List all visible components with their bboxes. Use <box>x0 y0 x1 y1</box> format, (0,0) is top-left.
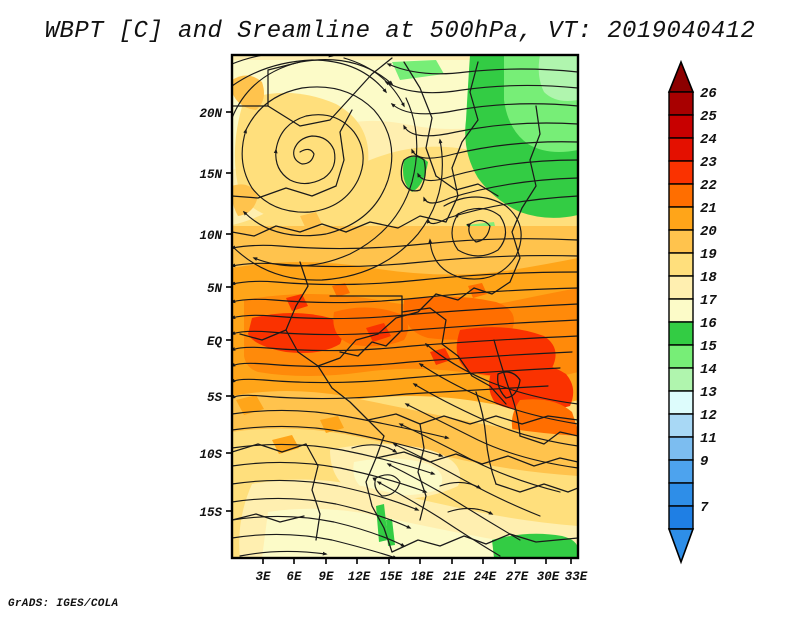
x-axis-labels: 3E 6E 9E 12E 15E 18E 21E 24E 27E 30E 33E <box>255 570 587 584</box>
axis-ticks <box>226 111 572 564</box>
x-tick-label: 33E <box>565 570 588 584</box>
colorbar-tick-label: 9 <box>700 454 708 470</box>
colorbar-tick-label: 23 <box>700 155 717 171</box>
colorbar-tick-label: 12 <box>700 408 717 424</box>
x-tick-label: 30E <box>537 570 560 584</box>
colorbar-tick-label: 11 <box>700 431 717 447</box>
colorbar-labels: 26 25 24 23 22 21 20 19 18 17 16 15 14 1… <box>700 86 717 516</box>
colorbar-tick-label: 25 <box>700 109 717 125</box>
colorbar-bottom-arrow <box>667 528 695 565</box>
colorbar-tick-label: 20 <box>700 224 717 240</box>
y-tick-label: 15S <box>199 506 222 520</box>
x-tick-label: 6E <box>286 570 302 584</box>
y-tick-label: EQ <box>207 335 223 349</box>
colorbar-tick-label: 17 <box>700 293 717 309</box>
x-tick-label: 21E <box>443 570 466 584</box>
colorbar-tick-label: 15 <box>700 339 717 355</box>
y-tick-label: 15N <box>199 168 222 182</box>
y-tick-label: 10N <box>199 229 222 243</box>
colorbar-tick-label: 19 <box>700 247 717 263</box>
y-tick-label: 10S <box>199 448 222 462</box>
y-tick-label: 20N <box>199 107 222 121</box>
colorbar-tick-label: 13 <box>700 385 717 401</box>
y-axis-labels: 20N 15N 10N 5N EQ 5S 10S 15S <box>199 107 222 520</box>
x-tick-label: 27E <box>506 570 529 584</box>
map-boundaries-layer <box>232 57 578 553</box>
colorbar-tick-label: 21 <box>700 201 717 217</box>
colorbar-tick-label: 18 <box>700 270 717 286</box>
x-tick-label: 15E <box>380 570 403 584</box>
page-title: WBPT [C] and Sreamline at 500hPa, VT: 20… <box>44 18 756 45</box>
y-tick-label: 5N <box>207 282 223 296</box>
streamline-layer <box>232 55 578 558</box>
x-tick-label: 3E <box>255 570 271 584</box>
colorbar: 26 25 24 23 22 21 20 19 18 17 16 15 14 1… <box>667 59 717 565</box>
colorbar-tick-label: 24 <box>700 132 717 148</box>
colorbar-tick-label: 14 <box>700 362 717 378</box>
colorbar-tick-label: 16 <box>700 316 717 332</box>
colorbar-tick-label: 7 <box>700 500 709 516</box>
y-tick-label: 5S <box>207 391 223 405</box>
x-tick-label: 12E <box>348 570 371 584</box>
x-tick-label: 9E <box>318 570 334 584</box>
x-tick-label: 18E <box>411 570 434 584</box>
credit-text: GrADS: IGES/COLA <box>8 598 119 610</box>
colorbar-tick-label: 26 <box>700 86 717 102</box>
colorbar-tick-label: 22 <box>700 178 717 194</box>
plot-frame <box>230 53 580 560</box>
colorbar-top-arrow <box>667 59 695 93</box>
colorbar-bands <box>668 91 694 530</box>
x-tick-label: 24E <box>474 570 497 584</box>
